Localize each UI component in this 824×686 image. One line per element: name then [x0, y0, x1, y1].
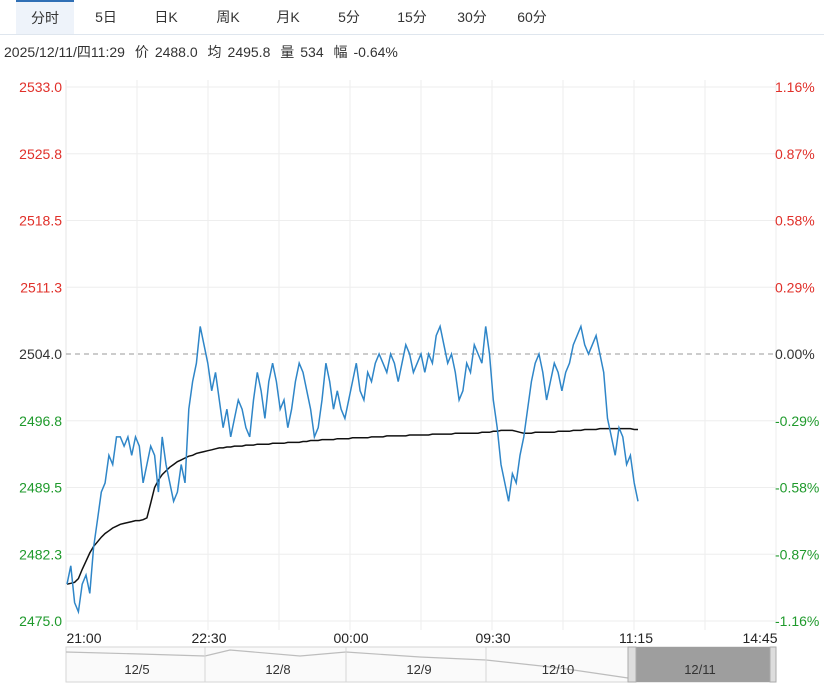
y-tick-left: 2496.8	[19, 413, 62, 429]
navigator-label: 12/11	[684, 662, 716, 677]
y-tick-left: 2475.0	[19, 613, 62, 629]
change-value: -0.64%	[353, 44, 398, 60]
navigator-handle-left	[627, 646, 637, 683]
x-tick: 09:30	[475, 630, 510, 646]
y-tick-right: -0.29%	[775, 413, 819, 429]
price-line	[66, 323, 639, 615]
tab-1[interactable]: 5日	[95, 9, 117, 25]
avg-price-line	[66, 427, 638, 585]
avg-value: 2495.8	[227, 44, 271, 60]
volume-label: 量	[280, 44, 295, 60]
navigator-handle-right	[769, 646, 777, 683]
tab-0[interactable]: 分时	[16, 0, 74, 34]
period-tabs: 分时 5日 日K 周K 月K 5分 15分 30分 60分	[0, 0, 824, 35]
navigator-label: 12/5	[124, 662, 149, 677]
y-tick-left: 2533.0	[19, 79, 62, 95]
tab-5[interactable]: 5分	[338, 9, 360, 25]
x-tick: 14:45	[742, 630, 777, 646]
x-tick: 22:30	[191, 630, 226, 646]
y-tick-left: 2518.5	[19, 213, 62, 229]
y-tick-right: 0.58%	[775, 213, 815, 229]
y-tick-left: 2482.3	[19, 546, 62, 562]
y-tick-right: 0.87%	[775, 146, 815, 162]
x-tick: 00:00	[333, 630, 368, 646]
y-tick-right: -0.87%	[775, 546, 819, 562]
y-tick-right: -0.58%	[775, 480, 819, 496]
navigator-label: 12/9	[406, 662, 431, 677]
datetime: 2025/12/11/四11:29	[4, 44, 125, 60]
tab-4[interactable]: 月K	[276, 9, 300, 25]
x-axis: 21:00 22:30 00:00 09:30 11:15 14:45	[66, 630, 777, 646]
x-tick: 21:00	[66, 630, 101, 646]
y-tick-right: 1.16%	[775, 79, 815, 95]
chart-grid	[65, 80, 777, 630]
y-tick-right: -1.16%	[775, 613, 819, 629]
price-label: 价	[134, 44, 149, 60]
navigator-label: 12/10	[542, 662, 575, 677]
y-axis-left: 2533.0 2525.8 2518.5 2511.3 2504.0 2496.8 2489…	[19, 79, 62, 629]
avg-label: 均	[207, 44, 222, 60]
y-tick-right: 0.00%	[775, 346, 815, 362]
y-tick-left: 2489.5	[19, 480, 62, 496]
navigator-selected-range	[636, 647, 770, 682]
quote-info-bar: 2025/12/11/四11:29 价 2488.0 均 2495.8 量 534 幅…	[4, 42, 404, 62]
tab-6[interactable]: 15分	[397, 9, 427, 25]
navigator-label: 12/8	[265, 662, 290, 677]
tab-7[interactable]: 30分	[457, 9, 487, 25]
y-tick-left: 2525.8	[19, 146, 62, 162]
change-label: 幅	[333, 44, 348, 60]
price-value: 2488.0	[154, 44, 198, 60]
volume-value: 534	[300, 44, 324, 60]
y-tick-right: 0.29%	[775, 279, 815, 295]
tab-2[interactable]: 日K	[154, 9, 178, 25]
y-tick-left: 2511.3	[20, 279, 62, 295]
tab-3[interactable]: 周K	[216, 9, 240, 25]
range-navigator[interactable]: 12/5 12/8 12/9 12/10 12/11	[65, 646, 777, 683]
y-tick-left: 2504.0	[19, 346, 62, 362]
y-axis-right: 1.16% 0.87% 0.58% 0.29% 0.00% -0.29% -0.58% -0.…	[775, 79, 819, 629]
navigator-sparkline	[65, 649, 629, 679]
tab-8[interactable]: 60分	[517, 9, 547, 25]
x-tick: 11:15	[619, 630, 653, 646]
